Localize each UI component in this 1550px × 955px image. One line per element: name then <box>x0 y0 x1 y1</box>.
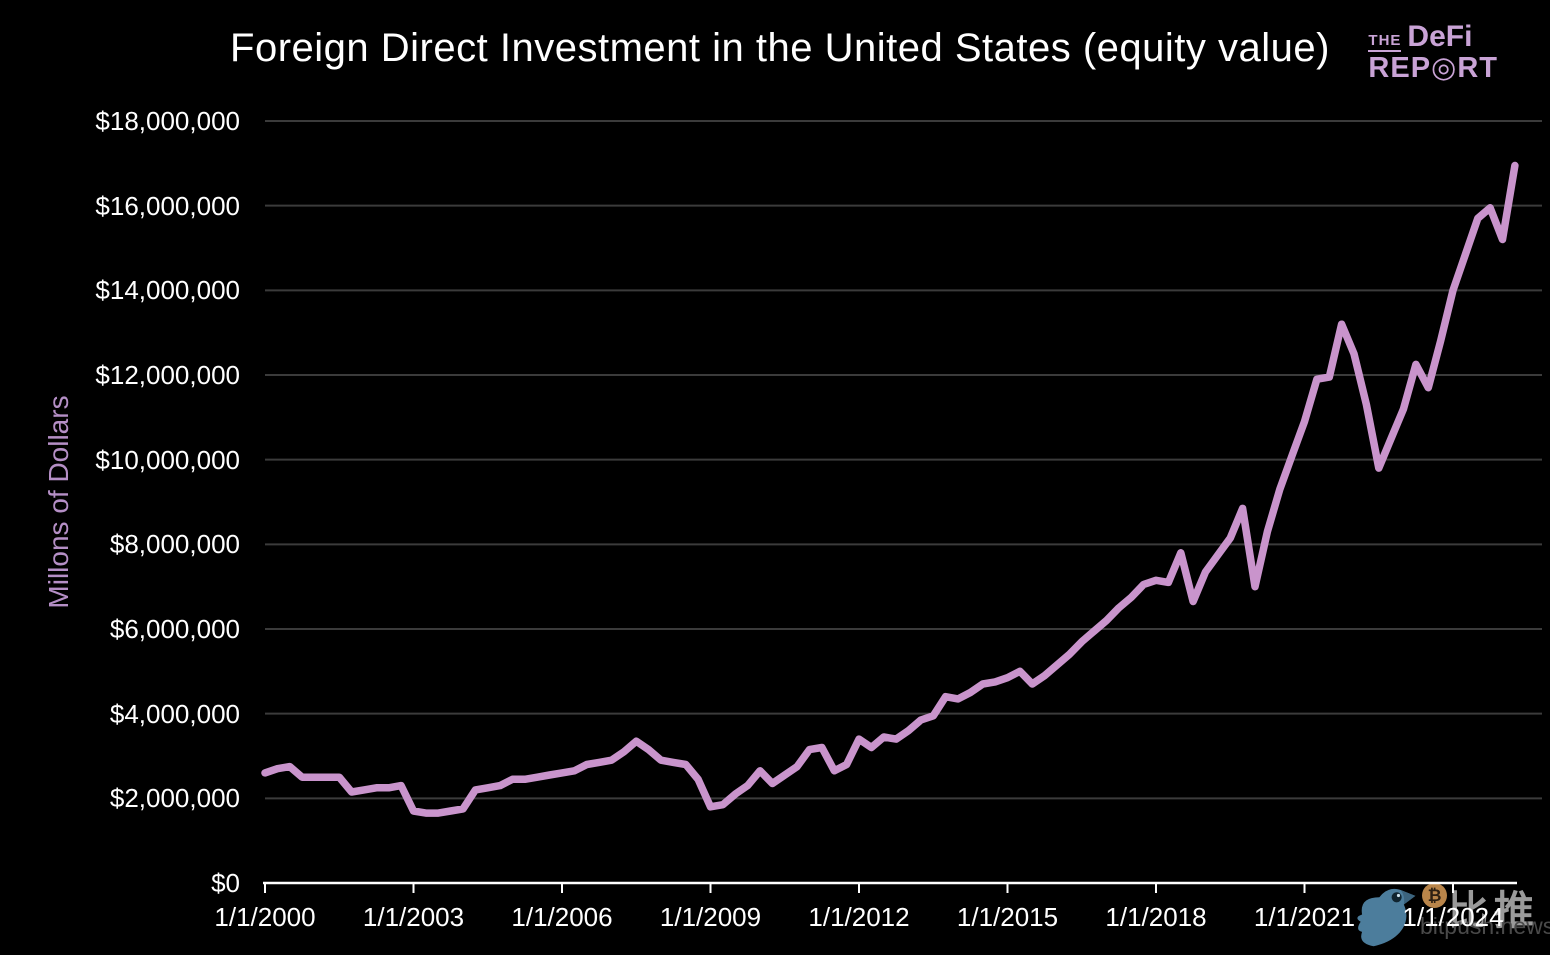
y-axis-tick-label: $16,000,000 <box>95 190 240 221</box>
x-axis-tick-label: 1/1/2024 <box>1402 902 1504 932</box>
y-axis-tick-label: $0 <box>211 868 240 898</box>
y-axis-tick-label: $8,000,000 <box>109 529 240 560</box>
x-axis-tick-label: 1/1/2015 <box>956 902 1059 932</box>
bitpush-cn-watermark: 比推 <box>1448 889 1540 933</box>
bitpush-url-watermark: bitpush.news <box>1420 913 1550 939</box>
x-axis-tick-label: 1/1/2012 <box>808 902 910 932</box>
y-axis-tick-label: $18,000,000 <box>95 106 240 136</box>
x-axis-tick-label: 1/1/2006 <box>511 902 613 932</box>
logo-defi-label: DeFi <box>1407 20 1473 53</box>
y-axis-tick-label: $12,000,000 <box>95 360 240 390</box>
y-axis-tick-label: $14,000,000 <box>95 275 240 306</box>
fdi-data-line <box>261 161 1519 817</box>
y-axis-tick-label: $10,000,000 <box>95 444 240 475</box>
x-axis-tick-label: 1/1/2003 <box>362 902 465 932</box>
bitcoin-coin-icon: ₿ <box>1422 883 1447 908</box>
logo-report-label: REP◎RT <box>1368 52 1498 84</box>
x-axis-tick-label: 1/1/2018 <box>1105 902 1207 932</box>
y-axis-tick-label: $6,000,000 <box>109 614 240 644</box>
bitpush-bird-icon <box>1357 888 1416 947</box>
chart-title: Foreign Direct Investment in the United … <box>230 26 1330 70</box>
y-axis-tick-label: $2,000,000 <box>109 783 240 814</box>
y-axis-tick-label: $4,000,000 <box>109 698 240 729</box>
logo-the-label: THE <box>1368 33 1402 52</box>
defi-report-logo: THE DeFi REP◎RT <box>1368 22 1498 83</box>
x-axis-tick-label: 1/1/2009 <box>659 902 762 932</box>
x-axis-tick-label: 1/1/2021 <box>1253 902 1356 932</box>
x-axis-tick-label: 1/1/2000 <box>214 902 316 932</box>
